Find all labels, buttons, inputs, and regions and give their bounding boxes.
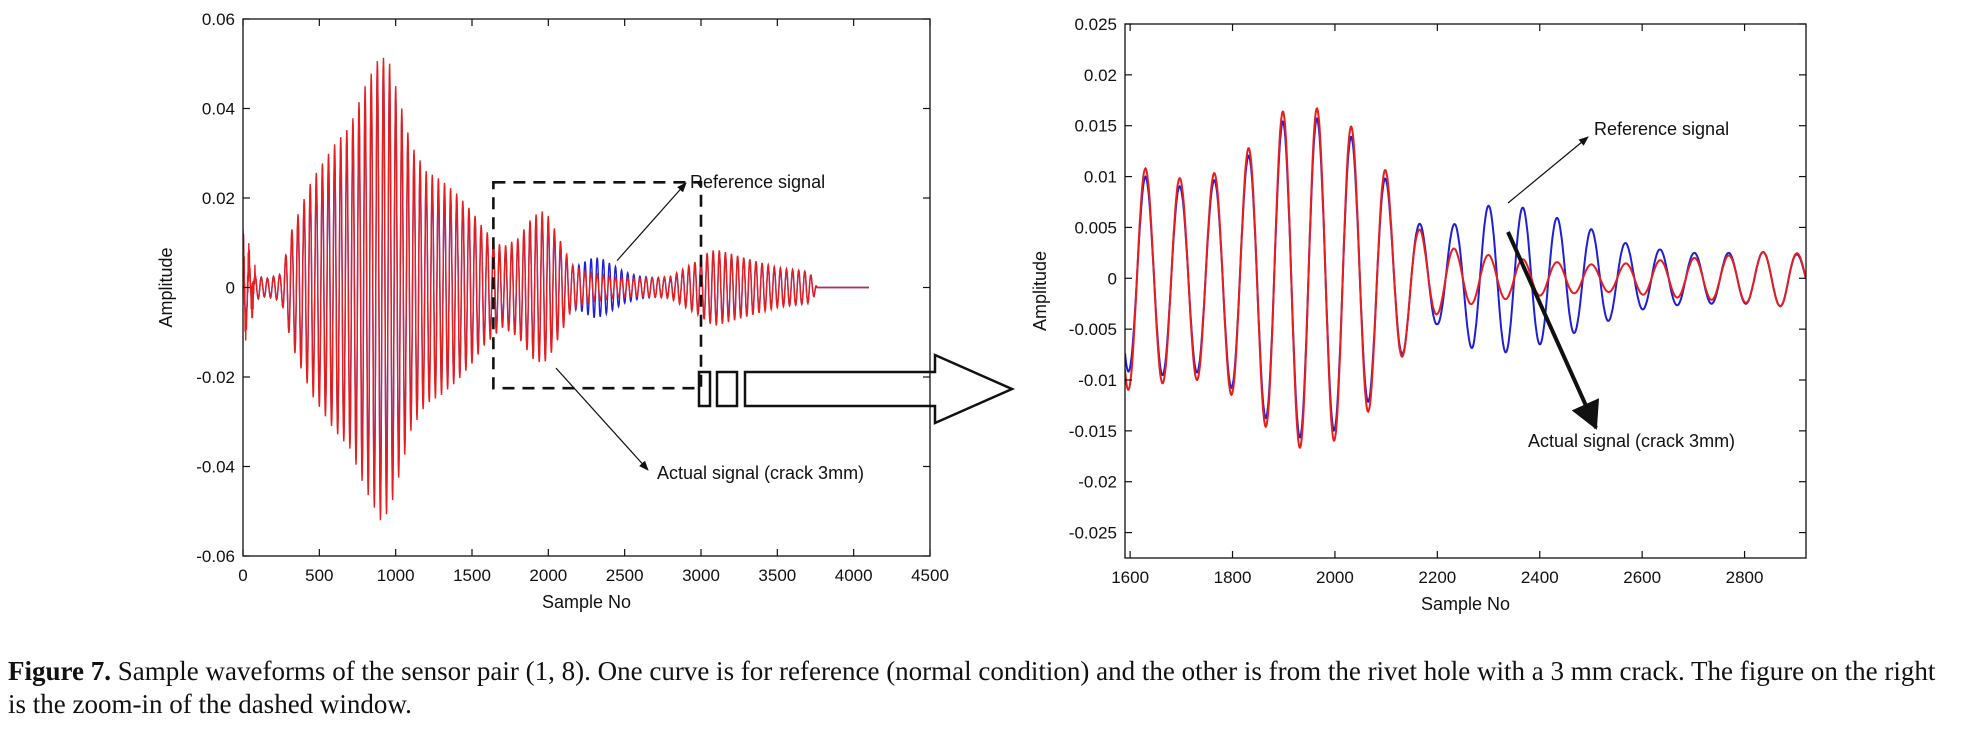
left-y-axis-label: Amplitude xyxy=(156,247,176,327)
left-reference-annotation: Reference signal xyxy=(690,172,825,192)
right-y-tick-label: -0.02 xyxy=(1078,473,1117,492)
left-x-axis-label: Sample No xyxy=(542,592,631,612)
right-y-tick-label: 0 xyxy=(1108,269,1117,288)
right-y-tick-label: -0.025 xyxy=(1069,524,1117,543)
caption-label: Figure 7. xyxy=(8,656,111,686)
right-y-tick-label: -0.015 xyxy=(1069,422,1117,441)
right-x-tick-label: 1600 xyxy=(1111,568,1149,587)
left-x-tick-label: 500 xyxy=(305,566,333,585)
right-y-tick-label: 0.02 xyxy=(1084,66,1117,85)
zoom-arrow-body xyxy=(743,353,1016,425)
caption-text: Sample waveforms of the sensor pair (1, … xyxy=(8,656,1936,719)
left-x-tick-label: 3000 xyxy=(682,566,720,585)
right-x-tick-label: 2000 xyxy=(1316,568,1354,587)
left-x-tick-label: 2000 xyxy=(529,566,567,585)
right-x-tick-label: 2600 xyxy=(1623,568,1661,587)
right-y-tick-label: -0.005 xyxy=(1069,320,1117,339)
left-x-tick-label: 0 xyxy=(238,566,247,585)
left-x-tick-label: 4000 xyxy=(835,566,873,585)
right-series-line-actual xyxy=(1125,106,1806,449)
left-y-tick-label: 0 xyxy=(226,279,235,298)
right-actual-annotation: Actual signal (crack 3mm) xyxy=(1528,431,1735,451)
right-plot-frame xyxy=(1124,23,1807,559)
figure: 0 500 1000 1500 2000 2500 3000 3500 4000 4500 -0.… xyxy=(156,10,1807,614)
right-x-tick-label: 1800 xyxy=(1214,568,1252,587)
right-y-tick-label: 0.025 xyxy=(1074,15,1117,34)
zoom-arrow xyxy=(697,353,1016,425)
figure-caption: Figure 7. Sample waveforms of the sensor… xyxy=(8,655,1958,721)
left-y-ticks: -0.06 -0.04 -0.02 0 0.02 0.04 0.06 xyxy=(196,10,930,566)
right-x-tick-label: 2800 xyxy=(1726,568,1764,587)
right-reference-annotation: Reference signal xyxy=(1594,119,1729,139)
zoom-window xyxy=(492,181,703,390)
left-reference-annotation-arrow xyxy=(616,182,687,262)
right-series xyxy=(1125,106,1806,449)
left-x-ticks: 0 500 1000 1500 2000 2500 3000 3500 4000 4500 xyxy=(238,19,949,585)
left-x-tick-label: 3500 xyxy=(758,566,796,585)
right-x-tick-label: 2200 xyxy=(1418,568,1456,587)
right-x-axis-label: Sample No xyxy=(1421,594,1510,614)
left-x-tick-label: 1000 xyxy=(377,566,415,585)
right-y-ticks: 0.025 0.02 0.015 0.01 0.005 0 -0.005 -0.01 -0.01… xyxy=(1069,15,1806,543)
left-y-tick-label: 0.02 xyxy=(202,189,235,208)
zoom-arrow-segment xyxy=(715,370,739,408)
zoom-arrow-segment xyxy=(697,370,712,408)
right-reference-annotation-arrow xyxy=(1507,136,1589,204)
left-series-line-actual xyxy=(243,57,869,521)
left-series xyxy=(243,57,869,521)
right-y-tick-label: 0.005 xyxy=(1074,218,1117,237)
left-chart: 0 500 1000 1500 2000 2500 3000 3500 4000 4500 -0.… xyxy=(156,10,949,612)
left-y-tick-label: -0.02 xyxy=(196,368,235,387)
right-x-tick-label: 2400 xyxy=(1521,568,1559,587)
right-x-ticks: 1600 1800 2000 2200 2400 2600 2800 xyxy=(1111,24,1763,587)
right-chart: 1600 1800 2000 2200 2400 2600 2800 0.0250.020.… xyxy=(1030,15,1807,614)
left-x-tick-label: 1500 xyxy=(453,566,491,585)
right-y-tick-label: 0.015 xyxy=(1074,117,1117,136)
left-x-tick-label: 4500 xyxy=(911,566,949,585)
left-x-tick-label: 2500 xyxy=(606,566,644,585)
left-y-tick-label: 0.04 xyxy=(202,100,235,119)
right-actual-annotation-arrow xyxy=(1506,231,1600,430)
left-y-tick-label: -0.06 xyxy=(196,547,235,566)
left-actual-annotation-arrow xyxy=(555,367,649,471)
left-y-tick-label: -0.04 xyxy=(196,458,235,477)
right-y-axis-label: Amplitude xyxy=(1030,251,1050,331)
left-actual-annotation: Actual signal (crack 3mm) xyxy=(657,463,864,483)
right-y-tick-label: -0.01 xyxy=(1078,371,1117,390)
right-y-tick-label: 0.01 xyxy=(1084,168,1117,187)
left-y-tick-label: 0.06 xyxy=(202,10,235,29)
